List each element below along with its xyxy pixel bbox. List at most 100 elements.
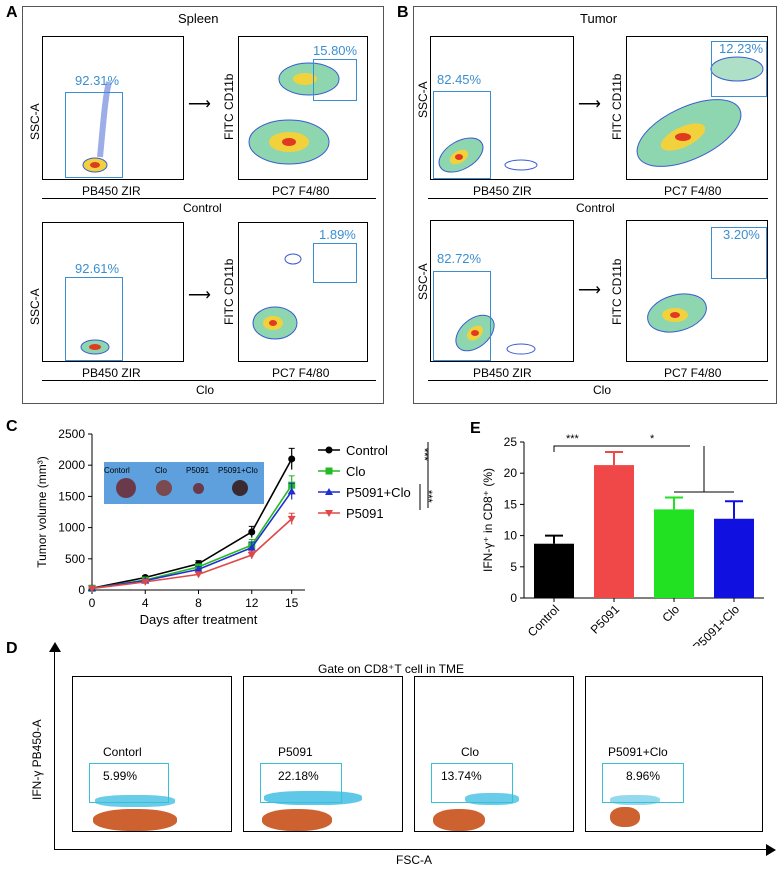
data-point [141,578,150,586]
x-tick-label: 4 [142,596,149,610]
x-tick-label: Control [525,602,562,639]
panel-e-letter: E [470,420,481,437]
panel-b-frame [413,6,777,404]
x-axis-label: PC7 F4/80 [272,184,330,198]
event-cloud-low [433,809,485,831]
flow-plot: 15.80% [238,36,368,180]
gate-pct: 8.96% [626,769,661,783]
flow-plot: 82.72% [430,220,574,362]
plot-label: P5091 [278,745,313,759]
flow-plot: 92.61% [42,222,184,362]
plot-label: Clo [461,745,480,759]
gate-pct: 1.89% [319,227,356,242]
gate-box [602,763,684,803]
flow-plot: 92.31% [42,36,184,180]
y-tick-label: 2500 [58,427,85,441]
y-tick-label: 2000 [58,458,85,472]
plot-label: Contorl [103,745,142,759]
event-cloud-high [264,791,362,805]
y-tick-label: 0 [510,591,517,605]
x-tick-label: 0 [89,596,96,610]
gate-box [433,271,491,361]
panel-d-letter: D [6,640,18,657]
event-cloud-low [262,809,332,831]
y-axis-title: Tumor volume (mm³) [35,456,49,568]
x-tick-label: 15 [285,596,299,610]
y-axis-label: SSC-A [28,288,42,325]
gate-pct: 12.23% [719,41,764,56]
y-axis-label: FITC CD11b [610,73,624,140]
x-axis-arrow-icon [766,844,776,856]
panel-a-letter: A [6,4,18,21]
group-label: Clo [593,383,612,397]
flow-plot: Clo 13.74% [414,676,574,832]
group-label: Control [183,201,222,215]
tumor-image [232,480,248,496]
flow-plot: 1.89% [238,222,368,362]
y-tick-label: 20 [504,466,518,480]
gate-pct: 13.74% [441,769,482,783]
gate-box [313,59,357,101]
series-line [91,490,293,590]
legend-marker [325,467,333,475]
legend-marker [325,488,333,495]
panel-c-letter: C [6,418,18,435]
arrow-icon: ⟶ [188,96,211,113]
y-tick-label: 10 [504,529,518,543]
data-point [194,571,203,579]
data-point [248,528,256,536]
x-axis-label: PB450 ZIR [473,366,532,380]
y-tick-label: 5 [510,560,517,574]
x-axis-label: PC7 F4/80 [664,184,722,198]
group-label: Control [576,201,615,215]
gate-pct: 92.61% [75,261,120,276]
gate-pct: 22.18% [278,769,319,783]
legend-marker [325,446,333,454]
data-point [88,585,96,593]
y-axis-label: SSC-A [416,263,430,300]
divider [42,198,376,199]
significance-label: * [650,433,655,445]
tumor-image [193,483,204,494]
bar [654,509,694,598]
divider [42,380,376,381]
data-point [287,487,296,495]
panel-b-title: Tumor [580,11,618,26]
x-tick-label: 8 [195,596,202,610]
x-axis-line [54,849,768,850]
y-axis-arrow-icon [49,642,61,652]
x-tick-label: P5091 [588,602,623,637]
legend-label: P5091 [346,506,384,521]
gate-box [711,227,767,279]
y-axis-label: SSC-A [416,81,430,118]
tumor-photo-inset: Contorl Clo P5091 P5091+Clo [104,462,264,504]
divider [428,380,768,381]
legend-label: P5091+Clo [346,485,411,500]
inset-label: P5091 [186,466,210,475]
gate-pct: 5.99% [103,769,138,783]
inset-label: Clo [155,466,168,475]
gate-box [89,763,169,803]
y-tick-label: 1500 [58,489,85,503]
tumor-volume-chart: 0 500 1000 1500 2000 2500 0 4 8 12 15 Days after tr… [35,427,429,627]
event-cloud-low [93,809,177,831]
gate-pct: 82.72% [437,251,482,266]
y-tick-label: 500 [65,552,85,566]
event-cloud-low [610,807,640,827]
panel-d-title: Gate on CD8⁺T cell in TME [318,662,464,676]
x-axis-label: PB450 ZIR [473,184,532,198]
plot-label: P5091+Clo [608,745,668,759]
panel-a-title: Spleen [178,11,219,26]
flow-plot: P5091+Clo 8.96% [585,676,763,832]
tumor-image [156,480,172,496]
event-cloud-high [95,795,175,807]
x-axis-label: PB450 ZIR [82,184,141,198]
tumor-image [116,478,136,498]
group-label: Clo [196,383,215,397]
sig-bracket [553,445,614,452]
gate-box [433,91,491,179]
x-axis-title: Days after treatment [140,612,258,627]
bar [594,465,634,598]
gate-box [65,92,123,178]
y-axis-label: FITC CD11b [222,258,236,325]
